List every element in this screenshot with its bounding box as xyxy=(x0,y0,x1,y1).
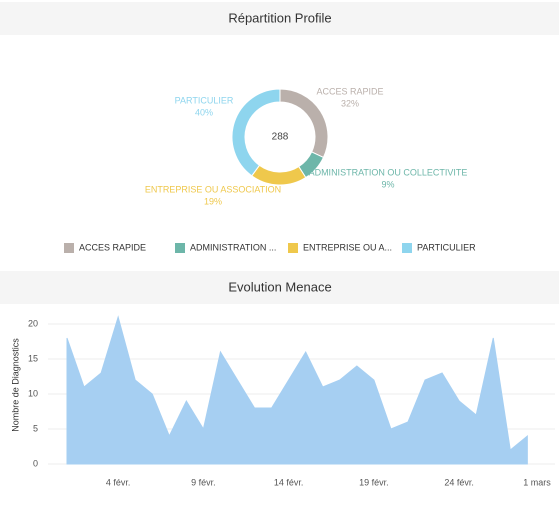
legend-swatch xyxy=(64,243,74,253)
slice-value: 40% xyxy=(195,107,213,117)
legend-label: ADMINISTRATION ... xyxy=(190,242,276,252)
x-tick-label: 24 févr. xyxy=(444,477,474,487)
x-tick-label: 19 févr. xyxy=(359,477,389,487)
y-tick-label: 0 xyxy=(33,458,38,468)
slice-value: 19% xyxy=(204,196,222,206)
slice-label: PARTICULIER xyxy=(175,95,234,105)
chart-title: Evolution Menace xyxy=(228,279,331,294)
x-tick-label: 14 févr. xyxy=(274,477,304,487)
legend-swatch xyxy=(175,243,185,253)
x-tick-label: 1 mars xyxy=(523,477,551,487)
donut-slice xyxy=(279,88,329,159)
legend-label: PARTICULIER xyxy=(417,242,476,252)
y-tick-label: 20 xyxy=(28,318,38,328)
title-bar xyxy=(0,271,559,304)
y-tick-label: 10 xyxy=(28,388,38,398)
slice-value: 32% xyxy=(341,98,359,108)
y-tick-label: 5 xyxy=(33,423,38,433)
legend-label: ENTREPRISE OU A... xyxy=(303,242,392,252)
chart-title: Répartition Profile xyxy=(228,10,331,25)
donut-slice xyxy=(231,88,281,177)
slice-label: ACCES RAPIDE xyxy=(316,86,383,96)
legend-label: ACCES RAPIDE xyxy=(79,242,146,252)
area xyxy=(66,315,528,465)
donut-total: 288 xyxy=(272,132,289,143)
y-axis-label: Nombre de Diagnostics xyxy=(10,338,20,432)
donut-slice xyxy=(251,164,307,186)
slice-value: 9% xyxy=(381,179,394,189)
legend-swatch xyxy=(288,243,298,253)
y-tick-label: 15 xyxy=(28,353,38,363)
x-tick-label: 9 févr. xyxy=(191,477,216,487)
slice-label: ADMINISTRATION OU COLLECTIVITE xyxy=(309,167,468,177)
slice-label: ENTREPRISE OU ASSOCIATION xyxy=(145,184,281,194)
x-tick-label: 4 févr. xyxy=(106,477,131,487)
legend-swatch xyxy=(402,243,412,253)
title-bar xyxy=(0,2,559,35)
